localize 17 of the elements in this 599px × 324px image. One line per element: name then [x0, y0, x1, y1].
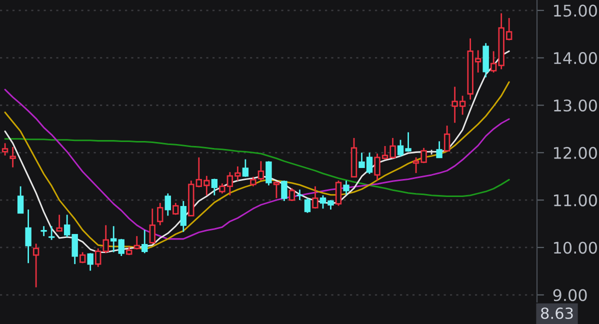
candlestick: [10, 146, 16, 168]
candlestick: [180, 200, 186, 233]
text: 8.63: [541, 307, 573, 320]
candlestick: [32, 242, 40, 288]
y-tick-label: 15.00: [554, 4, 597, 17]
y-tick-label: 10.00: [554, 242, 597, 254]
candlestick: [25, 208, 32, 264]
y-tick-label: 11.00: [554, 194, 597, 206]
candlestick: [40, 225, 48, 237]
candlestick: [296, 188, 303, 201]
y-tick-label: 12.00: [554, 146, 597, 159]
y-tick-label: 9.00: [553, 289, 587, 302]
candlestick: [482, 42, 489, 78]
y-tick-label: 14.00: [554, 52, 597, 64]
candlestick: [110, 225, 117, 253]
y-tick-label: 13.00: [554, 99, 597, 112]
line-series: [4, 138, 510, 198]
